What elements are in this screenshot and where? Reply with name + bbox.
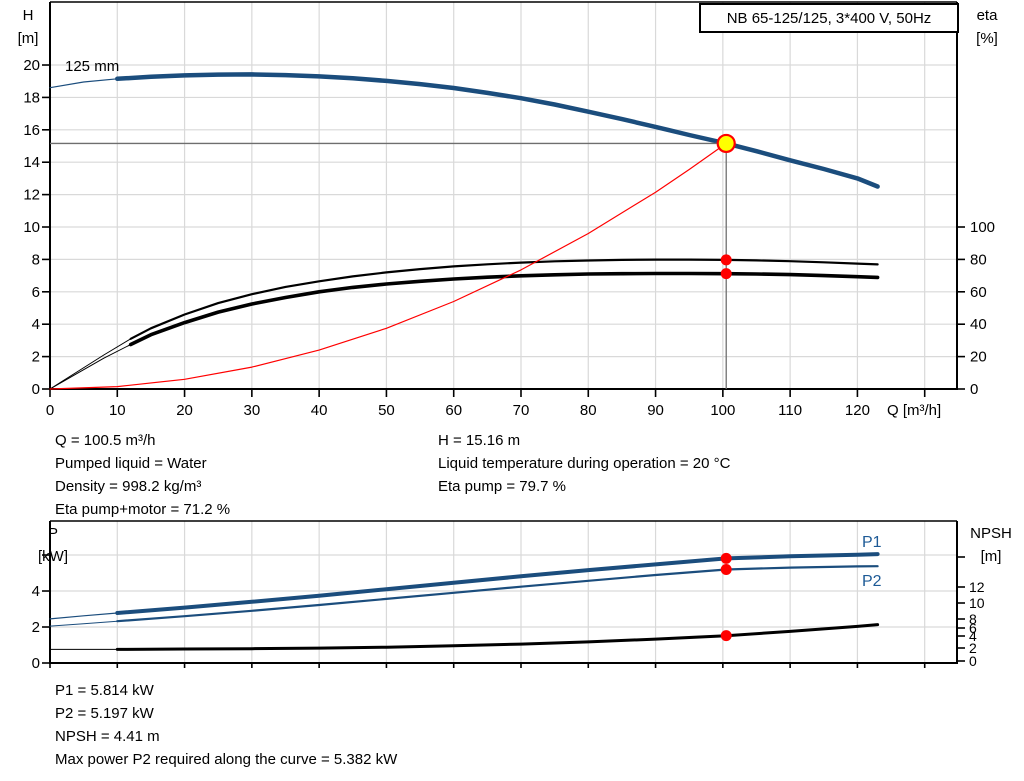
y-right-tick-label: 0 xyxy=(970,381,978,398)
h-axis-label: H [m] xyxy=(8,4,48,50)
y-right-tick-label: 4 xyxy=(969,628,977,644)
y-left-tick-label: 14 xyxy=(23,154,40,171)
y-right-tick-label: 60 xyxy=(970,284,987,301)
y-left-tick-label: 6 xyxy=(32,284,40,301)
annotation-liquid-temp: Liquid temperature during operation = 20… xyxy=(438,455,731,472)
y-right-tick-label: 40 xyxy=(970,316,987,333)
eta-pump-motor-curve xyxy=(128,271,880,347)
x-tick-label: 90 xyxy=(647,402,664,419)
x-tick-label: 40 xyxy=(311,402,328,419)
p1-point xyxy=(720,552,732,564)
annotation-npsh: NPSH = 4.41 m xyxy=(55,728,160,745)
y-left-tick-label: 16 xyxy=(23,122,40,139)
eta-axis-label-symbol: eta xyxy=(976,7,998,24)
y-left-tick-label: 0 xyxy=(32,655,40,672)
p-axis-label-unit: [kW] xyxy=(38,548,68,565)
y-right-tick-label: 20 xyxy=(970,349,987,366)
eta-pump-motor-curve-lead xyxy=(49,344,132,390)
y-right-tick-label: 0 xyxy=(969,653,977,669)
annotation-max-power: Max power P2 required along the curve = … xyxy=(55,751,398,768)
x-tick-label: 10 xyxy=(109,402,126,419)
x-tick-label: 120 xyxy=(845,402,870,419)
system-curve xyxy=(49,142,727,390)
duty-point-marker xyxy=(716,133,736,154)
p1-curve xyxy=(115,552,880,615)
annotation-eta-pump: Eta pump = 79.7 % xyxy=(438,478,566,495)
p1-curve-label: P1 xyxy=(862,534,882,551)
x-tick-label: 0 xyxy=(46,402,54,419)
y-left-tick-label: 4 xyxy=(32,316,40,333)
y-right-tick-label: 2 xyxy=(969,640,977,656)
x-tick-label: 60 xyxy=(445,402,462,419)
y-left-tick-label: 8 xyxy=(32,251,40,268)
x-axis-unit-label: Q [m³/h] xyxy=(887,402,941,419)
npsh-axis-label-symbol: NPSH xyxy=(970,525,1012,542)
p2-curve-lead xyxy=(49,620,118,627)
pump-curve-125mm xyxy=(115,72,880,189)
annotation-eta-pump-motor: Eta pump+motor = 71.2 % xyxy=(55,501,231,518)
p2-point xyxy=(720,563,732,575)
annotation-p1: P1 = 5.814 kW xyxy=(55,682,154,699)
eta-pump-curve-lead xyxy=(49,338,132,390)
npsh-curve xyxy=(115,623,880,651)
y-left-tick-label: 0 xyxy=(32,381,40,398)
duty-annotations-left: Q = 100.5 m³/h Pumped liquid = Water Den… xyxy=(55,432,230,524)
impeller-diameter-label: 125 mm xyxy=(65,58,119,75)
x-tick-label: 100 xyxy=(710,402,735,419)
npsh-axis-label-unit: [m] xyxy=(980,548,1002,565)
y-right-tick-label: 6 xyxy=(969,620,977,636)
x-tick-label: 80 xyxy=(580,402,597,419)
y-right-tick-label: 80 xyxy=(970,251,987,268)
p-axis-label: P [kW] xyxy=(26,522,80,568)
p-axis-label-symbol: P xyxy=(47,525,58,542)
duty-annotations-right: H = 15.16 m Liquid temperature during op… xyxy=(438,432,730,501)
y-left-tick-label: 2 xyxy=(32,619,40,636)
p2-curve-label: P2 xyxy=(862,573,882,590)
annotation-pumped-liquid: Pumped liquid = Water xyxy=(55,455,207,472)
y-left-tick-label: 4 xyxy=(32,583,40,600)
x-tick-label: 110 xyxy=(778,402,802,419)
y-left-tick-label: 10 xyxy=(23,219,40,236)
annotation-p2: P2 = 5.197 kW xyxy=(55,705,154,722)
x-tick-label: 30 xyxy=(244,402,261,419)
y-right-tick-label: 12 xyxy=(969,579,985,595)
annotation-h: H = 15.16 m xyxy=(438,432,521,449)
npsh-point xyxy=(720,630,732,642)
y-right-tick-label: 10 xyxy=(969,595,985,611)
annotation-density: Density = 998.2 kg/m³ xyxy=(55,478,202,495)
p1-curve-lead xyxy=(49,612,118,620)
y-left-tick-label: 18 xyxy=(23,89,40,106)
y-right-tick-label: 8 xyxy=(969,611,977,627)
eta-pump-motor-point xyxy=(720,268,732,280)
power-annotations: P1 = 5.814 kW P2 = 5.197 kW NPSH = 4.41 … xyxy=(55,682,397,774)
eta-axis-label: eta [%] xyxy=(962,4,1012,50)
x-tick-label: 70 xyxy=(513,402,530,419)
x-tick-label: 50 xyxy=(378,402,395,419)
y-left-tick-label: 12 xyxy=(23,187,40,204)
annotation-q: Q = 100.5 m³/h xyxy=(55,432,156,449)
x-tick-label: 20 xyxy=(176,402,193,419)
y-left-tick-label: 2 xyxy=(32,349,40,366)
pump-title-box: NB 65-125/125, 3*400 V, 50Hz xyxy=(699,3,959,33)
y-right-tick-label: 100 xyxy=(970,219,995,236)
npsh-axis-label: NPSH [m] xyxy=(960,522,1022,568)
p2-curve xyxy=(116,565,879,623)
y-left-tick-label: 20 xyxy=(23,57,40,74)
h-axis-label-symbol: H xyxy=(22,7,34,24)
h-axis-label-unit: [m] xyxy=(17,30,39,47)
eta-pump-curve xyxy=(129,258,879,340)
eta-axis-label-unit: [%] xyxy=(976,30,998,47)
eta-pump-point xyxy=(720,254,732,266)
